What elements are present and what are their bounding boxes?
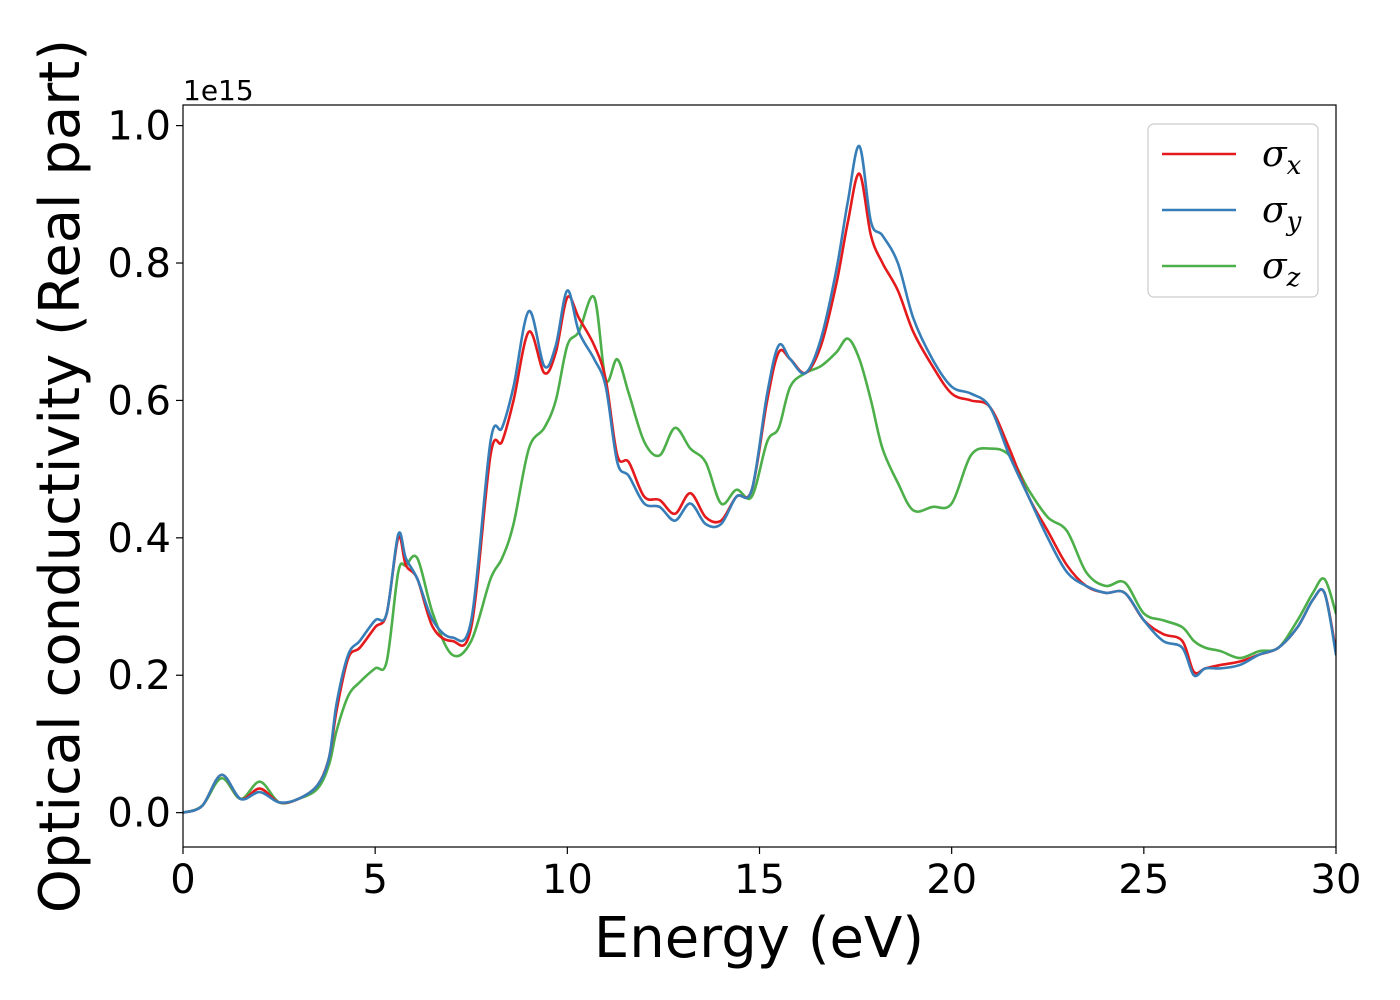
x-axis-title: Energy (eV): [594, 906, 924, 971]
x-tick-label: 0: [170, 857, 195, 903]
x-tick-label: 25: [1118, 857, 1169, 903]
legend-label: σx: [1262, 134, 1302, 181]
x-tick-label: 5: [362, 857, 387, 903]
x-tick-label: 20: [926, 857, 977, 903]
y-tick-label: 0.8: [107, 241, 171, 287]
x-axis: 0 5 10 15 20 25 30: [170, 847, 1361, 903]
y-axis: 0.0 0.2 0.4 0.6 0.8 1.0: [107, 104, 183, 837]
y-tick-label: 1.0: [107, 104, 171, 150]
y-tick-label: 0.6: [107, 378, 171, 424]
y-tick-label: 0.0: [107, 791, 171, 837]
legend-label: σy: [1262, 190, 1302, 237]
y-axis-title: Optical conductivity (Real part): [28, 39, 93, 913]
series-line-σz: [183, 294, 1336, 814]
legend: σx σy σz: [1147, 123, 1319, 298]
y-offset-label: 1e15: [183, 74, 254, 107]
x-tick-label: 30: [1311, 857, 1362, 903]
series-layer: [183, 144, 1336, 814]
y-tick-label: 0.2: [107, 653, 171, 699]
legend-label: σz: [1262, 246, 1301, 293]
x-tick-label: 15: [734, 857, 785, 903]
series-line-σy: [183, 144, 1336, 814]
x-tick-label: 10: [542, 857, 593, 903]
y-tick-label: 0.4: [107, 516, 171, 562]
